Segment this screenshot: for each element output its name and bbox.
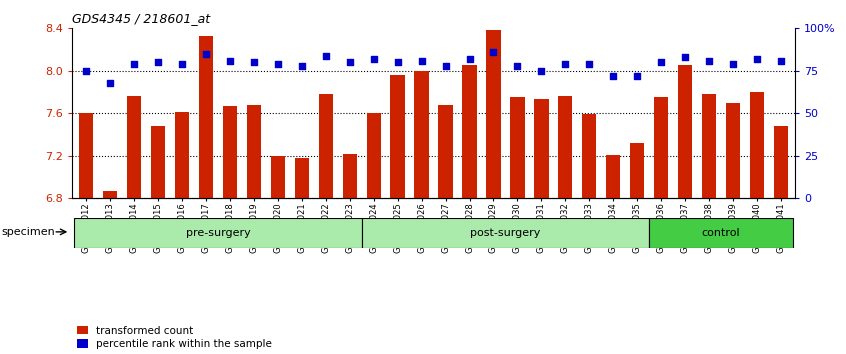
Point (200, 51, 213, 57)
Bar (222, 106, 237, 198)
Bar (534, 99, 548, 198)
Bar (127, 96, 141, 198)
Text: pre-surgery: pre-surgery (185, 228, 250, 238)
Bar (271, 156, 285, 198)
Bar (702, 94, 717, 198)
Text: control: control (701, 228, 740, 238)
Bar (247, 105, 261, 198)
Point (103, 80, 117, 86)
Text: post-surgery: post-surgery (470, 228, 541, 238)
Point (295, 63, 309, 69)
Bar (151, 126, 165, 198)
Bar (678, 65, 692, 198)
Point (511, 63, 525, 69)
Bar (606, 155, 620, 198)
Point (486, 49, 500, 55)
Point (343, 59, 356, 65)
Bar (366, 113, 381, 198)
Point (439, 63, 453, 69)
Point (223, 58, 237, 63)
Point (678, 55, 692, 60)
Bar (750, 92, 764, 198)
Point (175, 61, 189, 67)
Point (558, 61, 572, 67)
Point (319, 53, 332, 58)
Point (702, 58, 716, 63)
Point (367, 56, 381, 62)
Bar (630, 143, 645, 198)
Point (415, 58, 428, 63)
Bar (582, 114, 596, 198)
Bar (654, 97, 668, 198)
Point (774, 58, 788, 63)
Text: specimen: specimen (2, 227, 56, 237)
Point (726, 61, 739, 67)
Point (630, 73, 644, 79)
Bar (319, 94, 333, 198)
Point (654, 59, 667, 65)
Bar (175, 112, 190, 198)
Bar (726, 103, 740, 198)
Point (750, 56, 764, 62)
Bar (438, 105, 453, 198)
Bar (558, 96, 573, 198)
Point (535, 68, 548, 74)
Bar (199, 36, 213, 198)
Point (80, 68, 93, 74)
Legend: transformed count, percentile rank within the sample: transformed count, percentile rank withi… (77, 326, 272, 349)
Bar (462, 65, 476, 198)
Point (391, 59, 404, 65)
Bar (343, 154, 357, 198)
Point (271, 61, 284, 67)
Point (583, 61, 596, 67)
Bar (391, 75, 405, 198)
FancyBboxPatch shape (649, 218, 793, 248)
Point (151, 59, 165, 65)
Point (607, 73, 620, 79)
Bar (774, 126, 788, 198)
Bar (486, 30, 501, 198)
Point (247, 59, 261, 65)
Point (128, 61, 141, 67)
Bar (294, 158, 309, 198)
FancyBboxPatch shape (362, 218, 649, 248)
Text: GDS4345 / 218601_at: GDS4345 / 218601_at (72, 12, 210, 25)
FancyBboxPatch shape (74, 218, 362, 248)
Bar (510, 97, 525, 198)
Bar (79, 113, 93, 198)
Bar (415, 71, 429, 198)
Point (463, 56, 476, 62)
Bar (103, 191, 118, 198)
